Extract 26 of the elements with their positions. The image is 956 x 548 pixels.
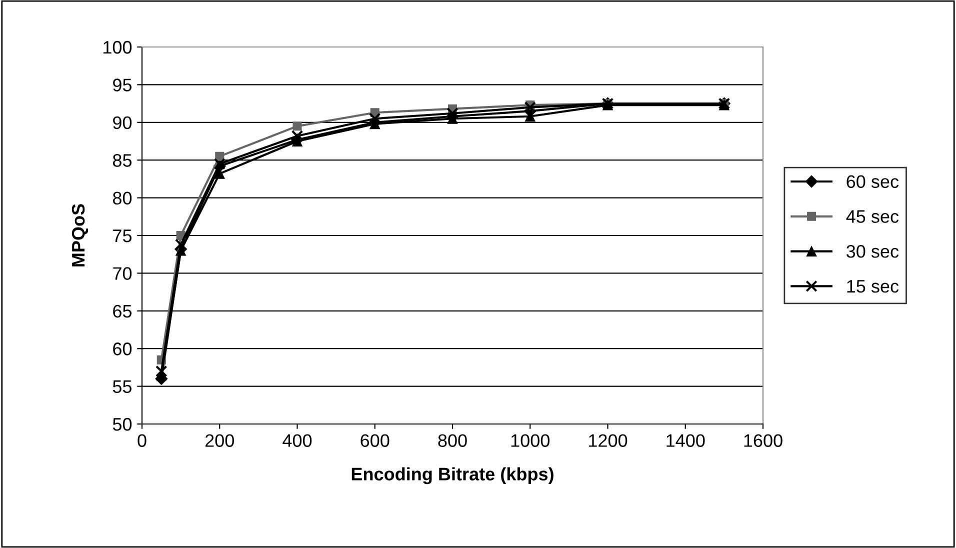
y-axis-title: MPQoS [72,204,88,266]
legend-label: 45 sec [846,210,899,223]
y-tick-label: 95 [113,78,132,92]
x-tick-label: 400 [282,434,312,447]
legend-label: 30 sec [846,245,899,258]
x-tick-label: 200 [205,434,234,447]
y-tick-label: 70 [113,267,132,280]
y-tick-label: 65 [113,304,132,318]
legend-label: 60 sec [846,175,899,188]
y-tick-label: 90 [113,116,132,130]
x-tick-label: 0 [138,434,146,447]
x-tick-label: 1600 [744,434,782,447]
y-tick-label: 55 [112,380,132,394]
x-tick-label: 800 [438,434,467,447]
y-tick-label: 100 [104,40,132,54]
y-tick-label: 60 [113,342,132,356]
x-tick-label: 1000 [511,434,550,447]
y-tick-label: 75 [113,230,132,242]
x-tick-label: 1200 [589,434,628,447]
legend-label: 15 sec [847,280,899,293]
x-axis-title: Encoding Bitrate (kbps) [352,467,554,484]
y-tick-label: 50 [112,418,132,431]
x-tick-label: 600 [360,434,390,447]
x-tick-label: 1400 [666,434,705,447]
y-tick-label: 80 [112,192,132,205]
y-tick-label: 85 [112,154,132,167]
